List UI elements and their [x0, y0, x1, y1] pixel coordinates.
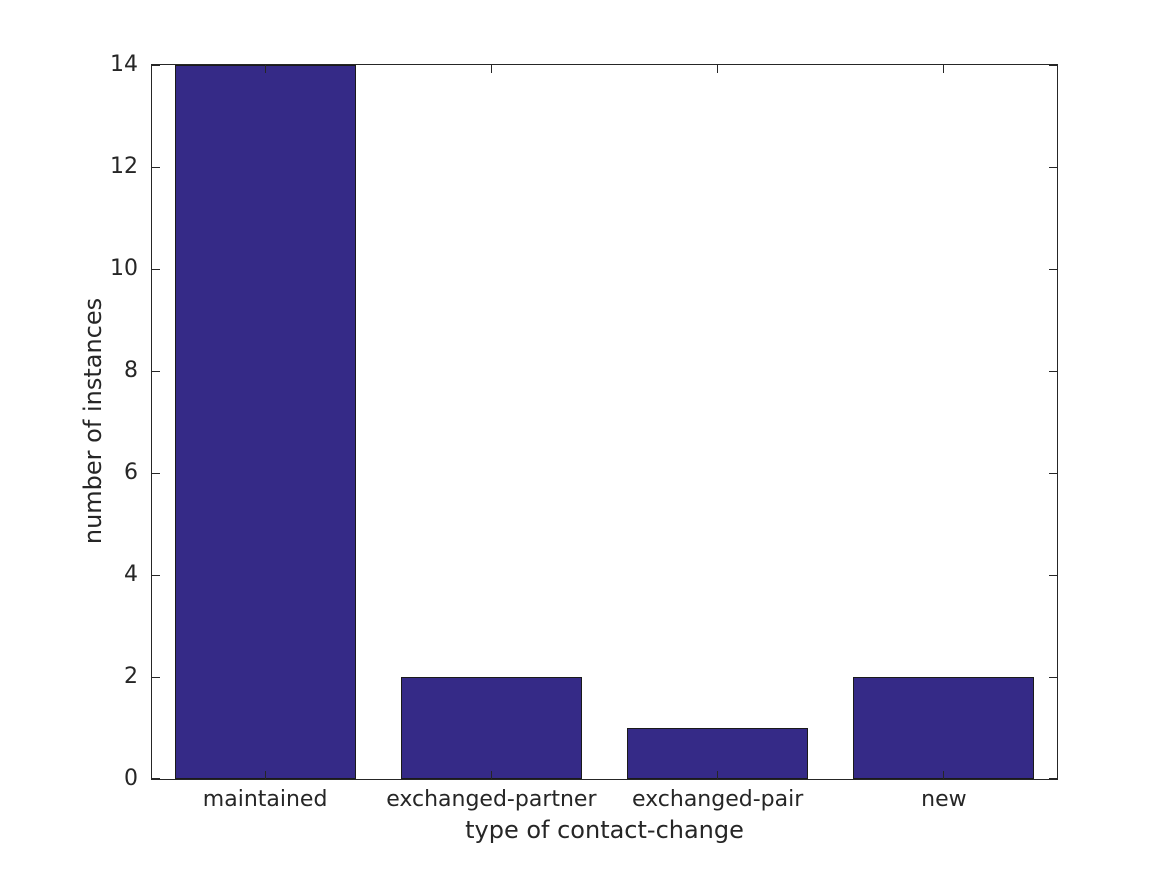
bar-maintained [174, 65, 356, 779]
y-tick-mark [152, 370, 160, 372]
y-tick-label: 2 [124, 664, 138, 689]
y-tick-label: 6 [124, 460, 138, 485]
x-tick-mark-top [943, 65, 945, 73]
y-tick-mark [152, 65, 160, 66]
y-tick-mark-right [1049, 166, 1057, 168]
ticks-layer [152, 65, 1057, 779]
x-tick-label: maintained [202, 787, 328, 812]
x-tick-mark [490, 771, 492, 779]
x-tick-mark-top [490, 65, 492, 73]
y-tick-label: 14 [110, 52, 138, 77]
y-tick-label: 12 [110, 154, 138, 179]
y-tick-label: 4 [124, 562, 138, 587]
y-tick-mark [152, 676, 160, 678]
x-tick-mark [717, 771, 719, 779]
y-tick-label: 10 [110, 256, 138, 281]
bar-exchanged-partner [400, 677, 582, 779]
x-tick-label: exchanged-partner [386, 787, 597, 812]
y-tick-mark [152, 574, 160, 576]
y-tick-mark-right [1049, 65, 1057, 66]
x-tick-mark-top [717, 65, 719, 73]
y-tick-mark [152, 166, 160, 168]
x-axis-label: type of contact-change [465, 816, 744, 844]
y-tick-mark-right [1049, 268, 1057, 270]
y-tick-mark-right [1049, 370, 1057, 372]
y-axis-label: number of instances [79, 297, 107, 545]
y-tick-label: 8 [124, 358, 138, 383]
plot-area [151, 64, 1058, 780]
y-tick-mark-right [1049, 472, 1057, 474]
x-tick-mark [264, 771, 266, 779]
x-tick-mark [943, 771, 945, 779]
bar-new [853, 677, 1035, 779]
y-tick-mark-right [1049, 574, 1057, 576]
x-tick-label: exchanged-pair [631, 787, 804, 812]
y-tick-mark [152, 778, 160, 779]
y-tick-label: 0 [124, 766, 138, 791]
y-tick-mark [152, 268, 160, 270]
x-tick-mark-top [264, 65, 266, 73]
y-tick-mark [152, 472, 160, 474]
y-tick-mark-right [1049, 778, 1057, 779]
x-tick-label: new [921, 787, 967, 812]
y-tick-mark-right [1049, 676, 1057, 678]
